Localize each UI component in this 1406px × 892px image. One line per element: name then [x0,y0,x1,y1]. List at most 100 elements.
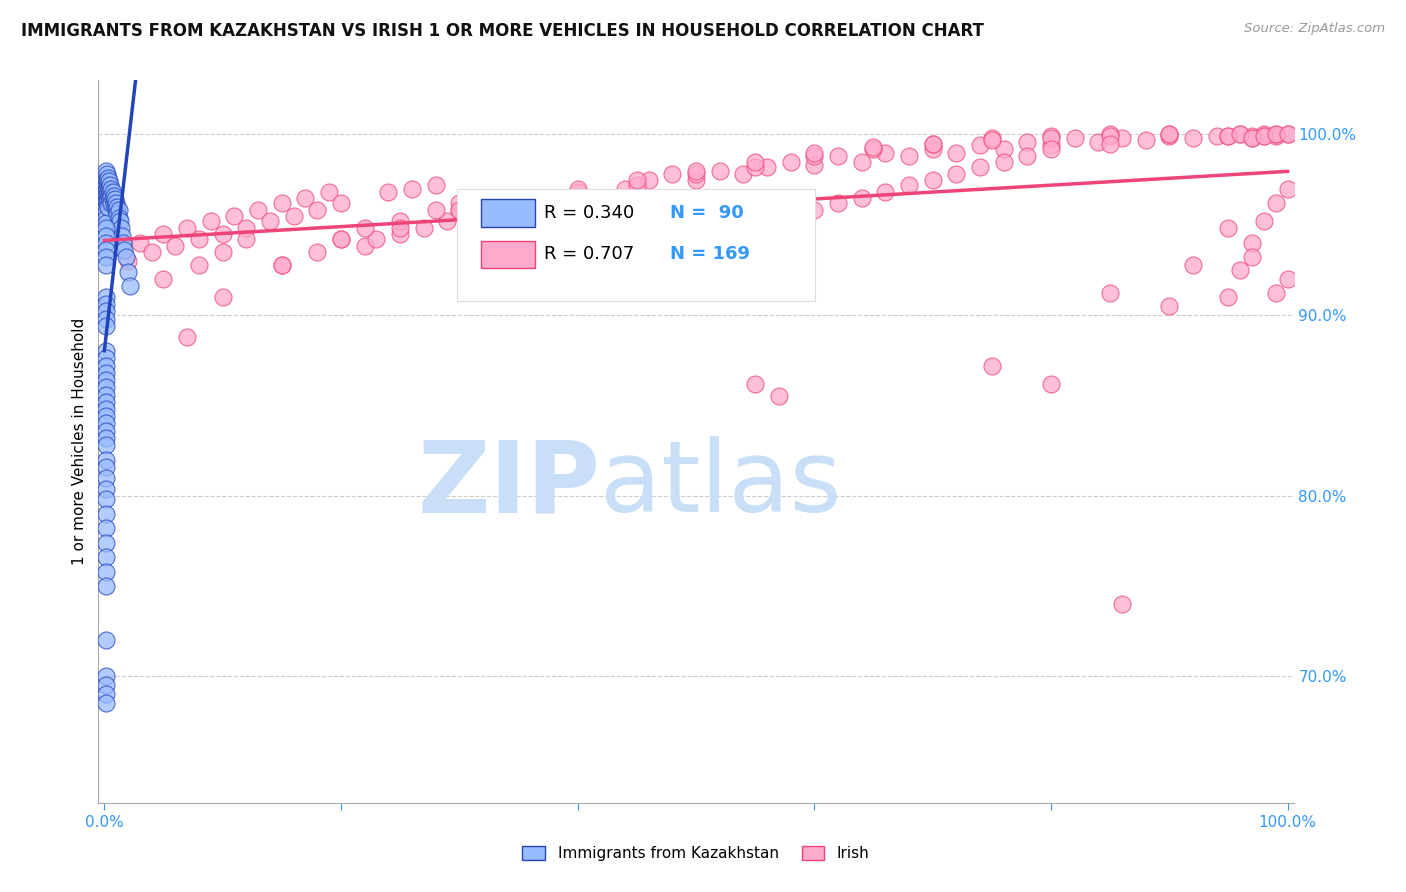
Point [94,535,117,549]
Point [188,258,211,272]
Point [969,160,991,174]
Point [567,181,589,195]
Point [94,579,117,593]
Point [921,136,943,151]
Y-axis label: 1 or more Vehicles in Household: 1 or more Vehicles in Household [72,318,87,566]
Point [921,136,943,151]
Point [875,145,897,160]
Point [353,221,375,235]
Point [94,194,117,209]
Point [1159,129,1181,144]
Point [94,669,117,683]
Point [803,158,825,172]
Point [100,189,122,203]
Point [744,376,766,391]
Point [94,258,117,272]
Text: atlas: atlas [600,436,842,533]
Point [827,149,849,163]
Point [1039,138,1062,153]
Point [1039,129,1062,144]
Point [1017,135,1039,149]
Point [307,203,329,218]
Point [768,389,790,403]
Text: R = 0.707: R = 0.707 [544,245,634,263]
Point [685,232,707,246]
Point [94,521,117,535]
Point [733,167,755,181]
Text: ZIP: ZIP [418,436,600,533]
Point [117,265,139,279]
Point [661,167,683,181]
Point [567,203,589,218]
Text: IMMIGRANTS FROM KAZAKHSTAN VS IRISH 1 OR MORE VEHICLES IN HOUSEHOLD CORRELATION : IMMIGRANTS FROM KAZAKHSTAN VS IRISH 1 OR… [21,22,984,40]
Point [94,228,117,243]
Point [353,239,375,253]
Point [114,250,136,264]
Point [1099,286,1122,301]
Point [495,227,517,241]
Point [94,550,117,565]
Point [401,181,423,195]
Point [112,235,135,250]
Point [96,174,118,188]
Point [1039,376,1062,391]
FancyBboxPatch shape [457,189,815,301]
Point [1264,128,1286,142]
Point [744,154,766,169]
Point [114,243,136,257]
Point [531,221,554,235]
Point [100,196,122,211]
Point [1218,221,1240,235]
Point [543,196,565,211]
Point [1063,131,1085,145]
Point [1181,131,1204,145]
Point [897,178,920,192]
Point [105,203,128,218]
Point [1229,128,1251,142]
Point [508,209,530,223]
Point [1111,131,1133,145]
Point [436,214,458,228]
Point [94,678,117,692]
Point [97,193,120,207]
Point [98,193,121,207]
Point [755,214,778,228]
Point [1181,258,1204,272]
Point [1111,597,1133,611]
Point [152,272,174,286]
Point [412,221,434,235]
Point [176,221,198,235]
Point [779,209,801,223]
Point [862,140,884,154]
Point [94,297,117,311]
Point [283,209,305,223]
Point [94,359,117,373]
Point [803,149,825,163]
Point [637,244,659,259]
Point [94,452,117,467]
Point [94,424,117,438]
Point [921,142,943,156]
Point [94,409,117,424]
Point [519,200,541,214]
Point [211,244,233,259]
Point [94,402,117,417]
Point [567,186,589,200]
Point [294,191,316,205]
Point [101,193,124,207]
Point [389,221,412,235]
Point [1241,250,1264,264]
Point [100,181,122,195]
Point [862,142,884,156]
Point [98,186,121,200]
Point [94,243,117,257]
Point [1229,263,1251,277]
Point [94,250,117,264]
Point [1135,133,1157,147]
Point [104,193,127,207]
Point [94,459,117,474]
Point [897,149,920,163]
Point [188,232,211,246]
Point [94,482,117,496]
Point [117,253,139,268]
